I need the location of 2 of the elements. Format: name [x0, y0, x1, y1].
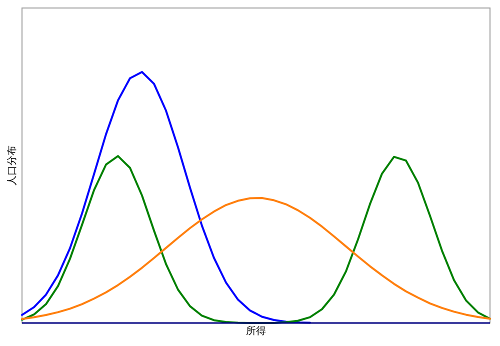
x-axis-title: 所得 [246, 325, 266, 337]
y-axis-title: 人口分布 [6, 146, 18, 186]
